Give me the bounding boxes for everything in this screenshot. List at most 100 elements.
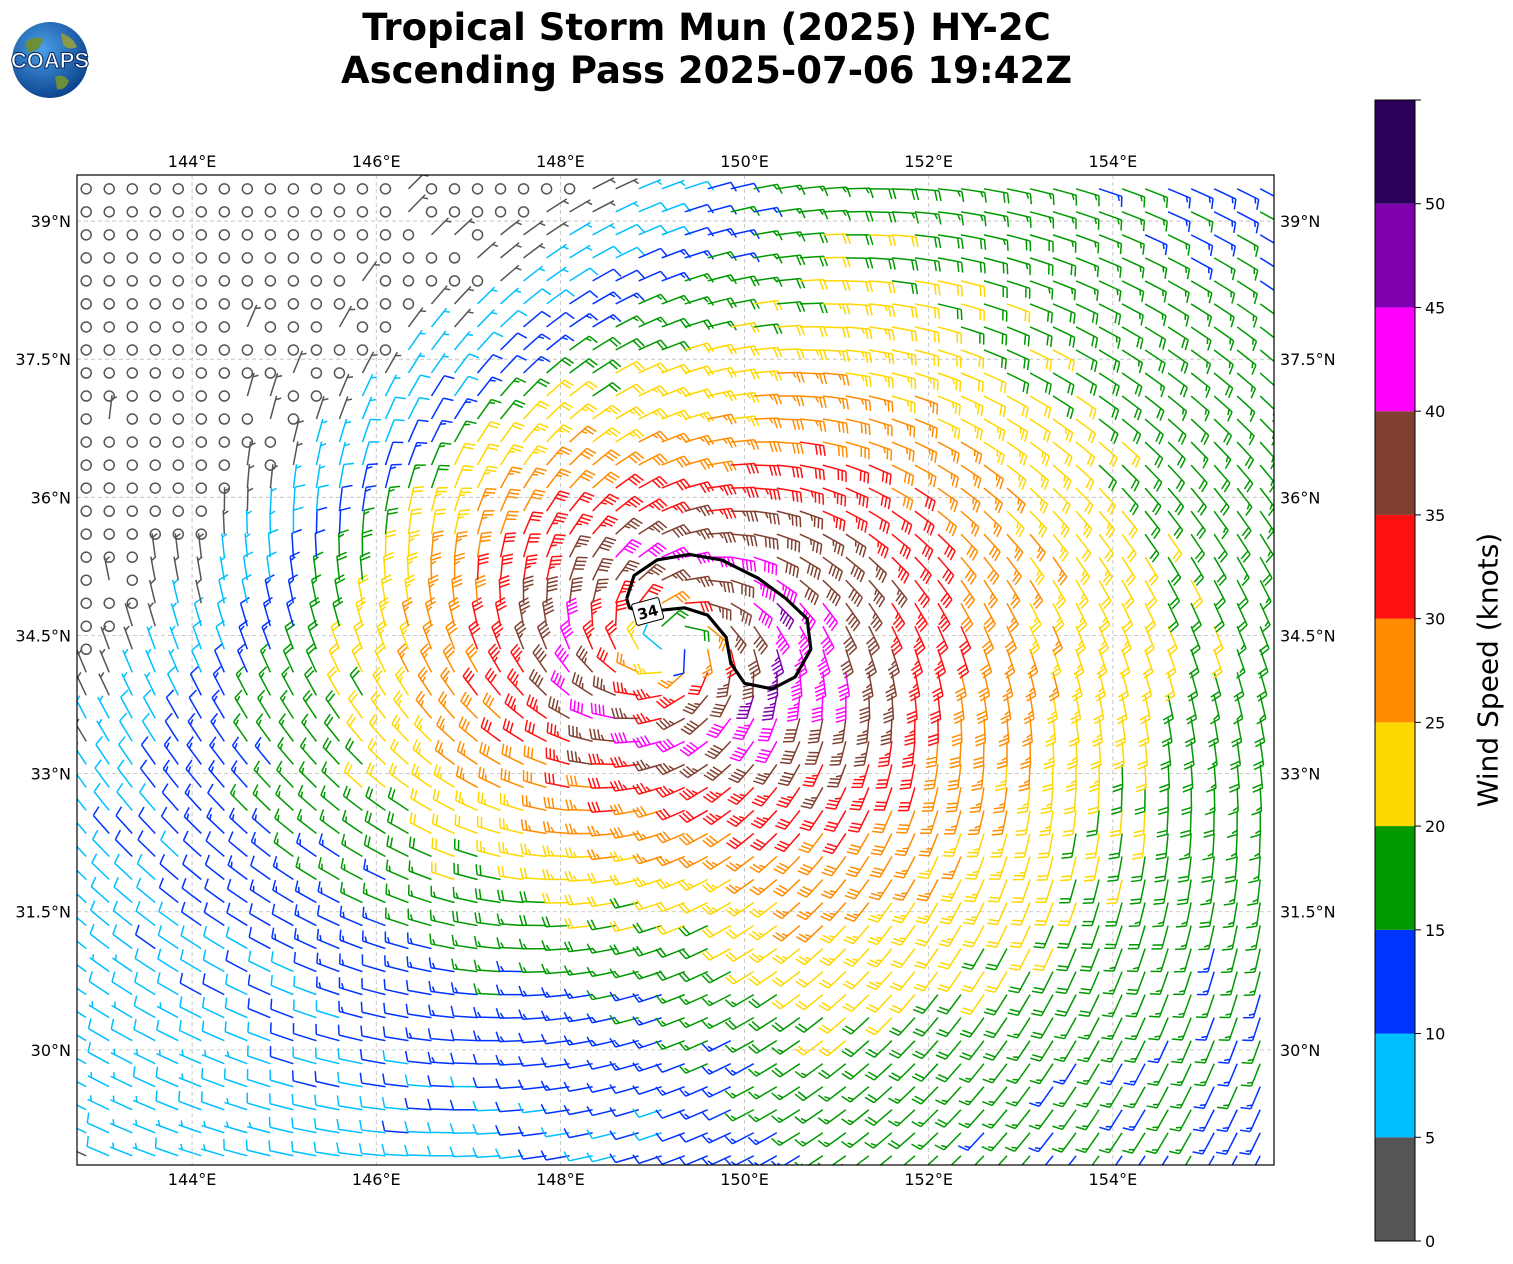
- wind-barb: [1008, 971, 1031, 994]
- wind-barb: [340, 881, 363, 904]
- wind-barb: [1053, 1040, 1077, 1063]
- wind-barb: [361, 978, 386, 996]
- wind-barb: [748, 947, 778, 964]
- wind-barb: [981, 1132, 1008, 1152]
- colorbar-tick-label: 40: [1425, 402, 1445, 421]
- wind-barb: [201, 1120, 225, 1134]
- wind-barb: [541, 987, 570, 998]
- wind-barb: [203, 902, 225, 927]
- logo-text: COAPS: [11, 48, 89, 73]
- wind-barb: [1126, 971, 1146, 995]
- wind-barb: [772, 947, 801, 965]
- wind-barb: [155, 1090, 179, 1111]
- wind-barb: [655, 1086, 685, 1096]
- wind-barb: [136, 853, 156, 881]
- wind-barb: [1105, 902, 1123, 927]
- wind-barb: [90, 876, 110, 904]
- wind-barb: [1077, 1040, 1100, 1063]
- wind-barb: [294, 904, 317, 927]
- wind-barb: [338, 1000, 363, 1019]
- wind-barb: [134, 971, 156, 996]
- wind-barb: [427, 1051, 455, 1065]
- wind-barb: [541, 892, 570, 904]
- wind-barb: [1217, 1063, 1238, 1087]
- wind-barb: [771, 971, 801, 987]
- wind-barb: [1123, 1086, 1146, 1109]
- wind-barb: [1007, 994, 1031, 1017]
- wind-barb: [959, 1017, 985, 1038]
- wind-barb: [540, 1080, 570, 1092]
- wind-barb: [937, 971, 962, 993]
- wind-barb: [1053, 1063, 1077, 1085]
- wind-barb: [959, 1040, 985, 1061]
- wind-barb: [867, 902, 893, 923]
- wind-barb: [771, 1109, 801, 1124]
- colorbar-label: Wind Speed (knots): [1471, 532, 1505, 808]
- wind-barb: [817, 1109, 847, 1125]
- wind-barb: [112, 900, 133, 927]
- wind-barb: [450, 1052, 478, 1065]
- wind-barb: [1239, 1109, 1261, 1133]
- wind-barb: [632, 1062, 662, 1072]
- wind-barb: [1220, 971, 1238, 996]
- wind-barb: [1222, 902, 1238, 929]
- wind-barb: [337, 1071, 363, 1088]
- wind-barb: [939, 902, 962, 925]
- wind-barb: [541, 916, 570, 928]
- wind-barb: [1128, 902, 1146, 928]
- wind-barb: [1124, 1040, 1146, 1063]
- wind-barb: [982, 1086, 1008, 1107]
- wind-barb: [339, 905, 363, 927]
- wind-barb: [1079, 948, 1100, 972]
- wind-barb: [383, 978, 409, 996]
- wind-barb: [632, 1085, 662, 1095]
- wind-barb: [982, 1040, 1008, 1061]
- wind-barb: [202, 949, 225, 973]
- wind-barb: [88, 1001, 110, 1019]
- wind-barb: [384, 955, 409, 973]
- wind-barb: [887, 1132, 916, 1150]
- wind-barb: [1216, 1109, 1238, 1133]
- wind-barb: [795, 994, 824, 1011]
- wind-barb: [1172, 994, 1192, 1018]
- wind-barb: [913, 971, 939, 992]
- wind-barb: [678, 970, 709, 983]
- wind-barb: [1199, 902, 1215, 928]
- wind-barb: [632, 1039, 662, 1049]
- wind-barb: [678, 1109, 709, 1120]
- wind-barb: [796, 902, 824, 921]
- wind-barb: [247, 1021, 271, 1042]
- wind-barb: [204, 854, 225, 881]
- wind-barb: [842, 994, 870, 1013]
- wind-barb: [293, 951, 317, 973]
- wind-barb: [1009, 925, 1031, 949]
- wind-barb: [819, 948, 847, 967]
- wind-barb: [158, 901, 179, 927]
- wind-barb: [1101, 1017, 1123, 1041]
- wind-barb: [841, 1086, 870, 1103]
- colorbar-tick-label: 15: [1425, 921, 1445, 940]
- wind-barb: [406, 956, 432, 973]
- wind-barb: [632, 993, 662, 1003]
- wind-barb: [291, 1117, 317, 1134]
- wind-barb: [246, 1045, 271, 1065]
- wind-barb: [960, 971, 985, 993]
- wind-barb: [451, 958, 478, 973]
- wind-barb: [77, 1104, 87, 1111]
- wind-barb: [156, 1049, 179, 1065]
- wind-barb: [519, 914, 547, 927]
- wind-barb: [201, 996, 225, 1019]
- wind-barb: [795, 925, 824, 943]
- wind-barb: [1080, 925, 1100, 949]
- wind-barb: [936, 1017, 962, 1038]
- wind-barb: [77, 940, 87, 950]
- wind-barb: [249, 879, 271, 904]
- wind-barb: [1075, 1132, 1100, 1154]
- wind-barb: [245, 1139, 271, 1157]
- wind-barb: [1146, 1109, 1169, 1132]
- wind-barb: [109, 1142, 133, 1157]
- wind-barb: [159, 854, 179, 881]
- wind-barb: [1076, 1086, 1100, 1108]
- wind-barb: [701, 1063, 732, 1075]
- wind-barb: [865, 1017, 893, 1036]
